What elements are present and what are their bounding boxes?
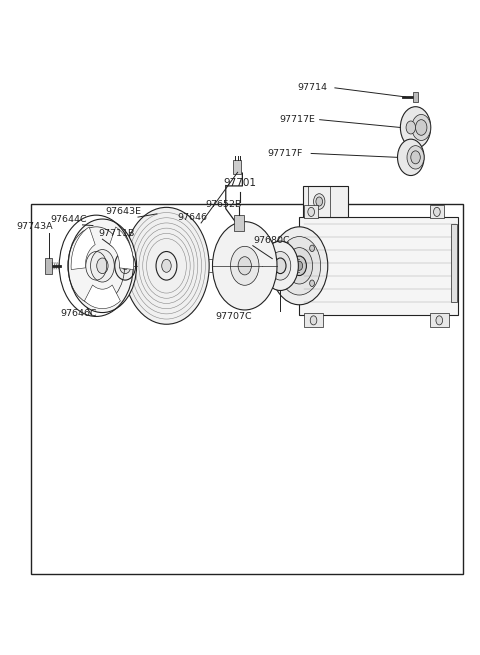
Circle shape [120,258,131,274]
Circle shape [162,259,171,272]
Bar [303,186,348,217]
Text: 97717E: 97717E [279,115,315,124]
Circle shape [296,261,302,271]
Circle shape [411,151,420,164]
Circle shape [400,107,431,148]
Bar [304,313,323,328]
Bar [300,217,458,314]
Circle shape [310,245,314,252]
Circle shape [313,194,325,210]
Circle shape [310,316,317,325]
Text: 97714: 97714 [298,83,328,92]
Bar [430,313,449,328]
Circle shape [310,280,314,286]
Circle shape [308,208,314,216]
Circle shape [278,236,321,295]
Circle shape [436,316,443,325]
Bar [233,160,241,174]
Circle shape [115,252,136,280]
Bar [430,206,444,218]
Bar [304,206,318,218]
Text: 97643E: 97643E [106,207,142,215]
Circle shape [262,241,299,290]
Text: 97701: 97701 [224,178,256,188]
Text: 97717F: 97717F [267,149,302,158]
Text: 97707C: 97707C [216,312,252,321]
Circle shape [275,258,286,274]
Circle shape [284,245,289,252]
Bar [451,223,457,301]
Wedge shape [109,227,134,270]
Circle shape [292,256,306,276]
Text: 97743A: 97743A [17,223,53,231]
Circle shape [96,258,108,274]
Wedge shape [71,227,95,270]
Circle shape [238,257,252,275]
Circle shape [284,280,289,286]
Circle shape [316,197,323,206]
Bar [31,204,463,574]
Text: 97646: 97646 [178,214,207,222]
Circle shape [156,252,177,280]
Circle shape [271,227,328,305]
Circle shape [286,248,312,284]
Circle shape [406,121,416,134]
Circle shape [122,262,128,270]
Circle shape [230,246,259,286]
Circle shape [213,221,277,310]
Circle shape [407,145,424,169]
Wedge shape [84,285,120,309]
Circle shape [91,250,114,282]
Bar [234,215,244,231]
Text: 97652B: 97652B [205,200,241,210]
Bar [413,92,419,102]
Text: 97680C: 97680C [253,236,290,245]
Circle shape [124,208,209,324]
Text: 97644C: 97644C [50,215,86,223]
Circle shape [269,259,274,266]
Circle shape [433,208,440,216]
Circle shape [270,252,291,280]
Circle shape [68,219,137,312]
Text: 97711B: 97711B [98,229,135,238]
Circle shape [416,120,427,136]
Bar [45,258,52,274]
Text: 97646C: 97646C [60,309,97,318]
Circle shape [397,139,424,176]
Circle shape [412,115,431,140]
